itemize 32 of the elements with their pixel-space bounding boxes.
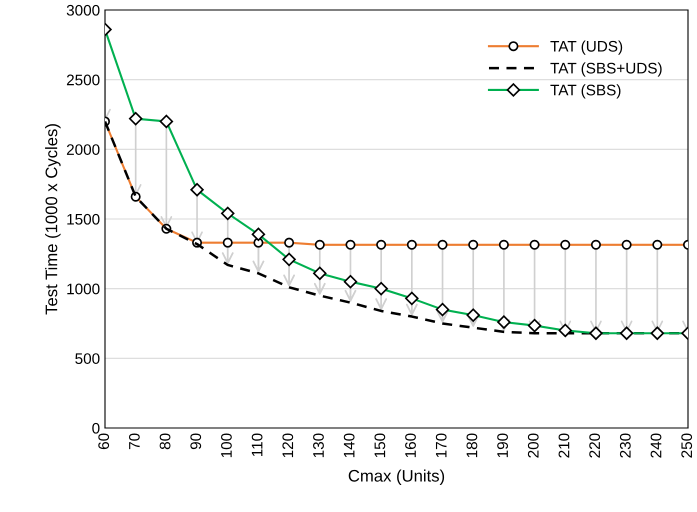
x-tick-label: 120 [282, 433, 294, 458]
x-tick-label: 200 [528, 433, 539, 458]
x-axis-title: Cmax (Units) [348, 469, 444, 485]
x-tick-label: 170 [436, 433, 447, 458]
x-tick-label: 250 [681, 433, 692, 458]
y-tick-label: 0 [92, 422, 100, 434]
y-axis-title: Test Time (1000 x Cycles) [45, 124, 61, 314]
y-tick-label: 2500 [66, 74, 100, 86]
legend-label: TAT (SBS) [550, 84, 620, 98]
x-tick-label: 180 [466, 433, 478, 458]
x-tick-label: 110 [252, 433, 263, 456]
x-tick-label: 210 [558, 433, 570, 458]
y-tick-label: 500 [75, 353, 100, 364]
x-tick-label: 90 [190, 433, 202, 450]
legend-label: TAT (SBS+UDS) [550, 62, 662, 77]
y-tick-label: 3000 [66, 4, 100, 16]
x-tick-label: 130 [313, 433, 324, 458]
x-tick-label: 240 [650, 433, 662, 458]
x-tick-label: 80 [160, 433, 170, 450]
x-tick-label: 150 [374, 433, 386, 458]
y-tick-label: 1000 [67, 284, 100, 294]
x-tick-label: 190 [497, 433, 508, 458]
x-tick-label: 140 [344, 433, 355, 458]
x-tick-label: 100 [221, 433, 232, 458]
x-tick-label: 70 [128, 433, 140, 450]
y-tick-label: 1500 [67, 214, 100, 225]
x-tick-label: 160 [405, 433, 416, 458]
x-tick-label: 230 [620, 433, 631, 458]
x-tick-label: 220 [589, 433, 600, 458]
y-tick-label: 2000 [66, 144, 100, 156]
legend-label: TAT (UDS) [550, 40, 622, 55]
x-tick-label: 60 [98, 433, 110, 450]
